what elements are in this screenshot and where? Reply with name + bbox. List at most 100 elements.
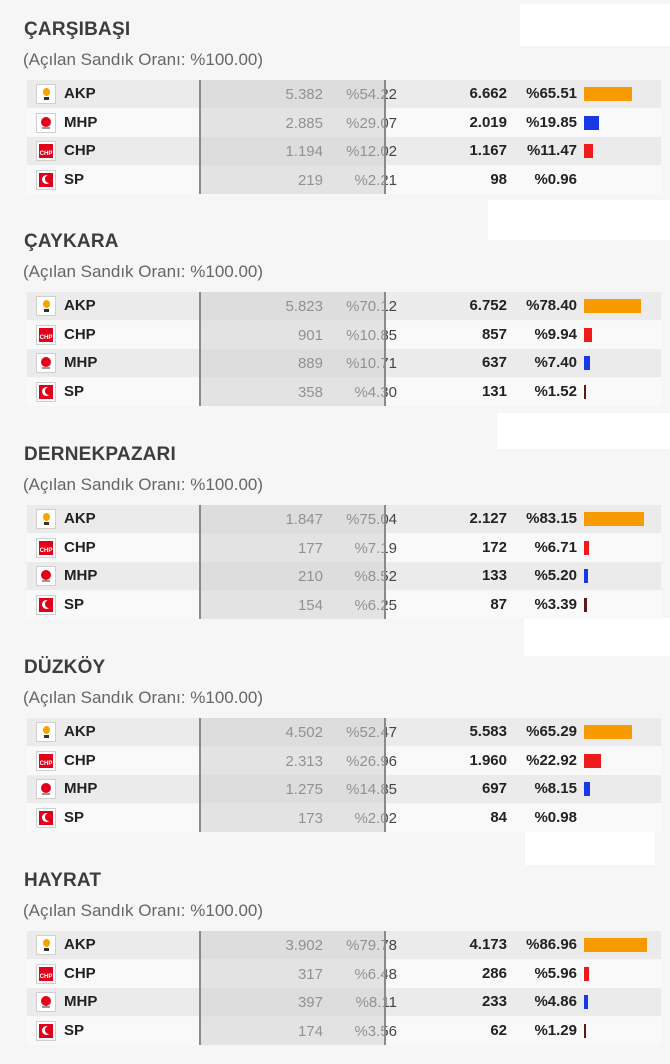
district-section: DÜZKÖY (Açılan Sandık Oranı: %100.00) AKP 4… — [0, 639, 670, 851]
blank-panel — [525, 829, 655, 865]
current-votes: 6.662 — [469, 85, 507, 102]
vote-share-bar — [584, 540, 589, 555]
akp-logo-icon — [36, 935, 56, 955]
current-percentage: %65.51 — [526, 85, 577, 102]
party-name: CHP — [64, 964, 96, 982]
current-votes: 2.019 — [469, 113, 507, 131]
current-votes: 697 — [481, 780, 507, 797]
previous-percentage: %79.78 — [346, 937, 397, 954]
district-section: DERNEKPAZARI (Açılan Sandık Oranı: %100.0… — [0, 426, 670, 638]
party-name: MHP — [64, 567, 98, 584]
party-name: AKP — [64, 297, 96, 314]
vote-share-bar — [584, 115, 599, 130]
district-name: ÇARŞIBAŞI — [24, 19, 131, 40]
result-row[interactable]: SP 174 %3.56 62 %1.29 — [27, 1016, 661, 1045]
party-name: AKP — [64, 85, 96, 102]
previous-percentage: %2.02 — [354, 809, 397, 827]
party-name: MHP — [64, 354, 98, 371]
result-row[interactable]: MHP 397 %8.11 233 %4.86 — [27, 988, 661, 1016]
akp-logo-icon — [36, 84, 56, 104]
current-percentage: %1.29 — [534, 1021, 577, 1039]
previous-percentage: %75.04 — [346, 511, 397, 528]
result-row[interactable]: CHP CHP 1.194 %12.02 1.167 %11.47 — [27, 137, 661, 165]
results-table: AKP 5.823 %70.12 6.752 %78.40 CHP CHP 901 %10.85… — [27, 292, 661, 406]
result-row[interactable]: CHP CHP 177 %7.19 172 %6.71 — [27, 533, 661, 562]
result-row[interactable]: AKP 5.382 %54.22 6.662 %65.51 — [27, 80, 661, 108]
previous-percentage: %29.07 — [346, 114, 397, 132]
current-votes: 131 — [481, 382, 507, 400]
party-name: AKP — [64, 723, 96, 740]
current-percentage: %22.92 — [526, 751, 577, 769]
vote-share-bar — [584, 356, 590, 370]
current-votes: 1.167 — [469, 142, 507, 159]
current-percentage: %4.86 — [534, 993, 577, 1010]
current-votes: 6.752 — [469, 297, 507, 314]
party-name: CHP — [64, 142, 96, 159]
result-row[interactable]: MHP 210 %8.52 133 %5.20 — [27, 562, 661, 590]
current-percentage: %78.40 — [526, 297, 577, 314]
current-percentage: %9.94 — [534, 325, 577, 343]
results-table: AKP 5.382 %54.22 6.662 %65.51 MHP 2.885 %29.07 2… — [27, 80, 661, 194]
result-row[interactable]: SP 219 %2.21 98 %0.96 — [27, 165, 661, 194]
vote-share-bar — [584, 995, 588, 1009]
party-name: MHP — [64, 780, 98, 797]
current-percentage: %0.98 — [534, 808, 577, 826]
previous-percentage: %6.25 — [354, 596, 397, 614]
result-row[interactable]: AKP 5.823 %70.12 6.752 %78.40 — [27, 292, 661, 320]
result-row[interactable]: CHP CHP 901 %10.85 857 %9.94 — [27, 320, 661, 349]
sp-logo-icon — [36, 381, 56, 402]
current-percentage: %3.39 — [534, 595, 577, 613]
previous-percentage: %2.21 — [354, 171, 397, 189]
current-votes: 857 — [481, 325, 507, 343]
previous-percentage: %54.22 — [346, 86, 397, 103]
mhp-logo-icon — [36, 992, 56, 1012]
mhp-logo-icon — [36, 353, 56, 373]
results-table: AKP 1.847 %75.04 2.127 %83.15 CHP CHP 177 %7.19 1… — [27, 505, 661, 619]
mhp-logo-icon — [36, 566, 56, 586]
result-row[interactable]: AKP 4.502 %52.47 5.583 %65.29 — [27, 718, 661, 746]
akp-logo-icon — [36, 296, 56, 316]
results-table: AKP 4.502 %52.47 5.583 %65.29 CHP CHP 2.313 %26.… — [27, 718, 661, 832]
result-row[interactable]: CHP CHP 2.313 %26.96 1.960 %22.92 — [27, 746, 661, 775]
district-name: ÇAYKARA — [24, 231, 119, 252]
current-percentage: %5.20 — [534, 567, 577, 584]
sp-logo-icon — [36, 807, 56, 828]
current-percentage: %6.71 — [534, 538, 577, 556]
result-row[interactable]: MHP 2.885 %29.07 2.019 %19.85 — [27, 108, 661, 137]
previous-percentage: %4.30 — [354, 383, 397, 401]
party-name: AKP — [64, 510, 96, 527]
party-name: CHP — [64, 538, 96, 556]
vote-share-bar — [584, 569, 588, 583]
previous-percentage: %6.48 — [354, 965, 397, 983]
previous-percentage: %70.12 — [346, 298, 397, 315]
result-row[interactable]: AKP 3.902 %79.78 4.173 %86.96 — [27, 931, 661, 959]
result-row[interactable]: CHP CHP 317 %6.48 286 %5.96 — [27, 959, 661, 988]
mhp-logo-icon — [36, 112, 56, 133]
chp-logo-icon: CHP — [36, 537, 56, 558]
ballot-box-ratio: (Açılan Sandık Oranı: %100.00) — [23, 50, 264, 69]
district-section: ÇARŞIBAŞI (Açılan Sandık Oranı: %100.00) A… — [0, 1, 670, 213]
chp-logo-icon: CHP — [36, 324, 56, 345]
current-percentage: %1.52 — [534, 382, 577, 400]
result-row[interactable]: MHP 889 %10.71 637 %7.40 — [27, 349, 661, 377]
blank-panel — [520, 4, 670, 46]
previous-percentage: %52.47 — [346, 724, 397, 741]
previous-percentage: %3.56 — [354, 1022, 397, 1040]
ballot-box-ratio: (Açılan Sandık Oranı: %100.00) — [23, 688, 264, 707]
previous-percentage: %14.85 — [346, 781, 397, 798]
akp-logo-icon — [36, 509, 56, 529]
result-row[interactable]: SP 358 %4.30 131 %1.52 — [27, 377, 661, 406]
current-votes: 1.960 — [469, 751, 507, 769]
result-row[interactable]: SP 173 %2.02 84 %0.98 — [27, 803, 661, 832]
vote-share-bar — [584, 753, 601, 768]
vote-share-bar — [584, 966, 589, 981]
result-row[interactable]: MHP 1.275 %14.85 697 %8.15 — [27, 775, 661, 803]
result-row[interactable]: AKP 1.847 %75.04 2.127 %83.15 — [27, 505, 661, 533]
current-percentage: %0.96 — [534, 170, 577, 188]
vote-share-bar — [584, 299, 641, 313]
current-votes: 233 — [481, 993, 507, 1010]
result-row[interactable]: SP 154 %6.25 87 %3.39 — [27, 590, 661, 619]
vote-share-bar — [584, 327, 592, 342]
current-votes: 5.583 — [469, 723, 507, 740]
current-votes: 133 — [481, 567, 507, 584]
